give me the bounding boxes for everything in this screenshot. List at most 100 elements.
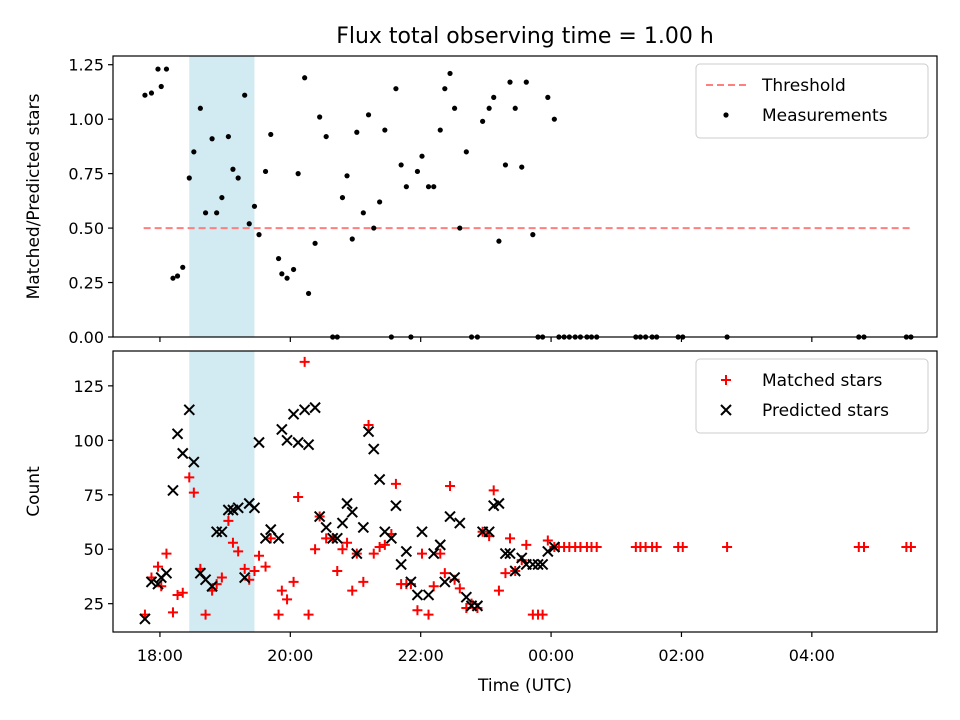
legend-entry-predicted-stars: Predicted stars — [720, 401, 889, 421]
measurement-point — [354, 129, 360, 135]
measurement-point — [419, 153, 425, 159]
predicted-star-point — [326, 532, 339, 545]
predicted-star-point — [188, 456, 200, 468]
matched-star-point — [417, 548, 427, 559]
measurement-point — [219, 194, 225, 201]
measurement-point — [186, 175, 192, 181]
matched-star-point — [188, 487, 199, 498]
measurement-point — [530, 232, 536, 238]
measurement-point — [398, 162, 404, 168]
matched-star-point — [439, 568, 450, 579]
measurement-point — [295, 171, 301, 177]
measurement-point — [365, 112, 372, 118]
measurement-point — [403, 184, 409, 190]
y-tick-label: 100 — [73, 431, 104, 450]
predicted-star-point — [298, 404, 311, 416]
measurement-point — [242, 92, 248, 98]
predicted-star-point — [516, 552, 528, 564]
measurement-point — [447, 70, 453, 77]
measurement-point — [279, 271, 285, 277]
predicted-star-point — [167, 484, 179, 497]
y-tick-label: 0.75 — [68, 165, 104, 184]
predicted-star-point — [454, 517, 466, 529]
predicted-star-point — [422, 589, 435, 601]
matched-star-point — [273, 609, 284, 620]
predicted-star-point — [320, 521, 332, 534]
measurement-point — [251, 203, 258, 209]
matched-star-point — [227, 537, 238, 548]
predicted-star-point — [542, 545, 554, 558]
predicted-star-point — [351, 547, 363, 560]
predicted-star-point — [216, 526, 228, 538]
predicted-star-point — [368, 443, 380, 455]
measurement-point — [214, 210, 220, 216]
x-axis-label: Time (UTC) — [477, 676, 572, 696]
matched-star-point — [288, 576, 299, 587]
matched-star-point — [332, 566, 343, 577]
measurement-point — [496, 238, 502, 244]
matched-star-point — [161, 548, 172, 559]
measurement-point — [202, 210, 209, 216]
predicted-star-point — [177, 447, 189, 460]
predicted-star-point — [362, 425, 375, 438]
predicted-star-point — [532, 558, 544, 571]
measurement-point — [262, 168, 269, 175]
measurement-point — [148, 90, 155, 96]
measurement-point — [246, 221, 252, 227]
predicted-star-point — [276, 423, 288, 436]
matched-star-point — [200, 609, 211, 620]
matched-star-point — [374, 542, 385, 553]
matched-star-point — [651, 542, 662, 553]
measurement-point — [323, 133, 329, 140]
x-tick-label: 00:00 — [528, 646, 574, 665]
legend-entry-matched-stars: Matched stars — [721, 371, 882, 391]
predicted-star-point — [405, 576, 417, 588]
y-tick-label: 25 — [84, 595, 104, 614]
matched-star-point — [428, 581, 439, 592]
y-tick-label: 0.00 — [68, 328, 104, 347]
predicted-star-point — [281, 434, 293, 447]
measurement-point — [284, 275, 290, 281]
measurement-point — [339, 194, 346, 201]
measurement-point — [463, 149, 469, 155]
measurement-point — [155, 66, 161, 72]
measurement-point — [235, 175, 241, 181]
axes-frame — [112, 350, 938, 633]
predicted-star-point — [395, 558, 407, 571]
predicted-star-point — [527, 558, 539, 571]
y-tick-label: 0.25 — [68, 274, 104, 293]
matched-star-point — [493, 585, 504, 596]
matched-star-point — [445, 481, 456, 492]
measurement-point — [344, 173, 350, 179]
x-tick-label: 04:00 — [789, 646, 835, 665]
predicted-star-point — [341, 497, 353, 510]
measurement-point — [414, 168, 421, 175]
measurement-point — [512, 105, 518, 111]
predicted-star-point — [483, 526, 495, 538]
measurement-point — [225, 133, 231, 140]
legend: Threshold Measurements — [695, 63, 929, 139]
measurement-point — [382, 127, 388, 133]
predicted-star-point — [313, 510, 326, 523]
predicted-star-point — [292, 436, 304, 449]
matched-star-point — [260, 561, 271, 572]
measurement-point — [209, 136, 215, 142]
measurement-point — [371, 225, 377, 231]
measurement-point — [437, 127, 443, 133]
measurement-point — [486, 105, 492, 111]
legend-label: Threshold — [761, 76, 846, 96]
y-tick-label: 125 — [73, 377, 104, 396]
axes-frame — [112, 55, 938, 338]
matched-star-point — [347, 585, 358, 596]
measurement-point — [305, 290, 312, 297]
y-tick-label: 0.50 — [68, 219, 104, 238]
matched-star-point — [337, 544, 348, 555]
matched-star-point — [542, 535, 553, 546]
measurement-point — [451, 105, 458, 111]
predicted-star-point — [509, 565, 521, 577]
matched-star-point — [379, 539, 390, 550]
matched-star-point — [172, 589, 183, 600]
predicted-star-point — [183, 404, 195, 416]
measurement-point — [290, 266, 297, 273]
predicted-star-point — [373, 473, 386, 486]
